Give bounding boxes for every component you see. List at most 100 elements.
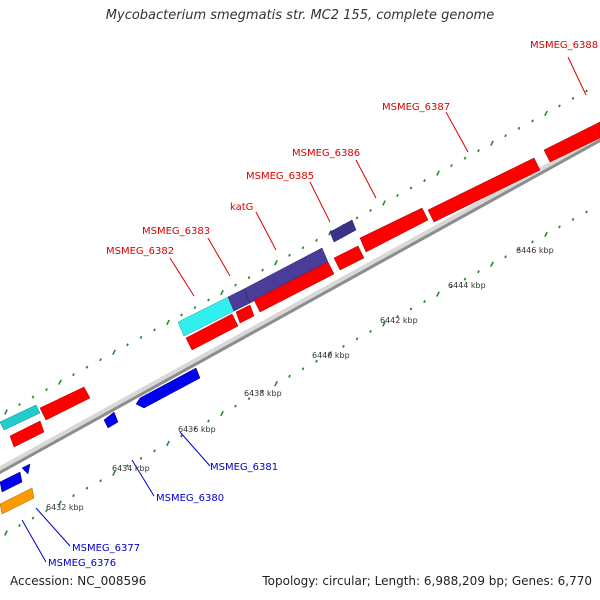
gene-label-msmeg-6381[interactable]: MSMEG_6381 — [210, 462, 278, 473]
major-tick — [382, 321, 386, 327]
cds-forward-inner-4[interactable] — [333, 245, 365, 271]
major-tick — [544, 110, 548, 117]
cds-msmeg-6380[interactable] — [103, 411, 119, 429]
major-tick — [436, 170, 440, 176]
minor-tick — [517, 126, 521, 130]
minor-tick — [247, 276, 251, 280]
forward-outer-row — [0, 121, 600, 431]
scale-label: 6438 kbp — [244, 389, 282, 398]
scale-label: 6436 kbp — [178, 425, 216, 434]
major-tick — [328, 351, 332, 357]
minor-tick — [18, 403, 21, 407]
minor-tick — [72, 494, 75, 498]
gene-label-katg[interactable]: katG — [230, 202, 253, 213]
minor-tick — [450, 164, 453, 168]
minor-tick — [477, 270, 480, 274]
cds-msmeg-6376[interactable] — [0, 487, 35, 515]
gene-label-msmeg-6387[interactable]: MSMEG_6387 — [382, 102, 450, 113]
cds-forward-inner-1[interactable] — [185, 313, 239, 351]
minor-tick — [139, 456, 143, 460]
minor-tick — [193, 305, 197, 310]
major-tick — [220, 410, 224, 417]
topology-text: Topology: circular; Length: 6,988,209 bp… — [262, 574, 592, 588]
minor-tick — [126, 343, 129, 347]
major-tick — [58, 500, 62, 506]
major-tick — [166, 319, 170, 326]
cds-msmeg-6381[interactable] — [135, 367, 201, 409]
minor-tick — [234, 283, 237, 287]
minor-tick — [139, 335, 143, 339]
minor-tick — [423, 179, 426, 183]
cds-small-reverse[interactable] — [21, 463, 31, 475]
reverse-row — [0, 367, 201, 515]
minor-tick — [409, 186, 413, 190]
cds-forward-inner-left[interactable] — [9, 420, 45, 448]
lower-tick-row — [4, 210, 588, 536]
gene-label-msmeg-6377[interactable]: MSMEG_6377 — [72, 543, 140, 554]
scale-label: 6444 kbp — [448, 281, 486, 290]
gene-label-msmeg-6385[interactable]: MSMEG_6385 — [246, 171, 314, 182]
minor-tick — [396, 314, 399, 319]
major-tick — [382, 200, 386, 206]
major-tick — [4, 409, 8, 415]
gene-labels: MSMEG_6388 MSMEG_6387 MSMEG_6386 MSMEG_6… — [48, 40, 598, 569]
gene-label-msmeg-6380[interactable]: MSMEG_6380 — [156, 493, 224, 504]
scale-label: 6434 kbp — [112, 464, 150, 473]
minor-tick — [207, 419, 210, 423]
minor-tick — [315, 238, 318, 242]
minor-tick — [207, 298, 210, 302]
cds-msmeg-6376-region[interactable] — [0, 404, 41, 431]
gene-label-msmeg-6388[interactable]: MSMEG_6388 — [530, 40, 598, 51]
major-tick — [436, 291, 440, 297]
minor-tick — [585, 210, 588, 214]
minor-tick — [369, 208, 372, 212]
major-tick — [274, 259, 278, 266]
cds-msmeg-6387[interactable] — [427, 157, 541, 223]
cds-msmeg-6388[interactable] — [543, 121, 600, 163]
minor-tick — [558, 104, 561, 108]
minor-tick — [504, 134, 507, 138]
minor-tick — [288, 253, 291, 257]
minor-tick — [180, 313, 183, 317]
minor-tick — [423, 300, 426, 304]
minor-tick — [301, 367, 305, 371]
gene-label-msmeg-6382[interactable]: MSMEG_6382 — [106, 246, 174, 257]
major-tick — [220, 289, 224, 296]
major-tick — [490, 140, 494, 146]
minor-tick — [571, 96, 575, 100]
scale-label: 6442 kbp — [380, 316, 418, 325]
minor-tick — [409, 307, 413, 311]
cds-forward-inner-3[interactable] — [253, 261, 335, 313]
cds-msmeg-6385[interactable] — [329, 219, 357, 243]
cds-forward-left[interactable] — [39, 386, 91, 421]
minor-tick — [585, 89, 588, 93]
minor-tick — [45, 509, 48, 513]
major-tick — [112, 349, 116, 356]
minor-tick — [531, 119, 534, 123]
minor-tick — [517, 247, 521, 251]
minor-tick — [31, 395, 35, 399]
minor-tick — [153, 328, 156, 332]
minor-tick — [571, 217, 575, 221]
minor-tick — [301, 246, 305, 250]
cds-forward-inner-2[interactable] — [235, 304, 255, 324]
minor-tick — [247, 397, 251, 401]
major-tick — [4, 530, 8, 536]
minor-tick — [45, 388, 48, 392]
minor-tick — [180, 434, 183, 438]
map-title: Mycobacterium smegmatis str. MC2 155, co… — [105, 8, 495, 23]
minor-tick — [355, 337, 359, 341]
gene-label-msmeg-6386[interactable]: MSMEG_6386 — [292, 148, 360, 159]
gene-label-msmeg-6376[interactable]: MSMEG_6376 — [48, 558, 116, 569]
minor-tick — [234, 404, 237, 408]
minor-tick — [99, 479, 102, 483]
minor-tick — [396, 193, 399, 198]
gene-label-msmeg-6383[interactable]: MSMEG_6383 — [142, 226, 210, 237]
minor-tick — [18, 524, 21, 528]
cds-msmeg-6386[interactable] — [359, 207, 429, 253]
minor-tick — [85, 486, 89, 490]
minor-tick — [99, 358, 102, 362]
cds-msmeg-6377[interactable] — [0, 471, 23, 493]
minor-tick — [193, 426, 197, 431]
